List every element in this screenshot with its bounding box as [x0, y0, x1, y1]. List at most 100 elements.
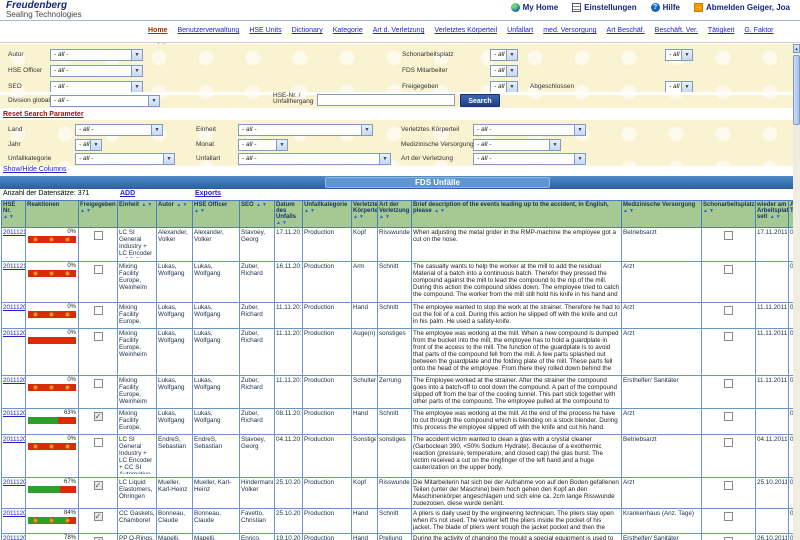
scroll-up-icon[interactable]: ▲: [793, 44, 800, 53]
column-header-verletztes-k-rperteil[interactable]: Verletztes Körperteil ▲▼: [351, 200, 378, 228]
schonarbeitsplatz-checkbox[interactable]: [724, 481, 733, 490]
userbar-abmelden-geiger-joa[interactable]: → Abmelden Geiger, Joa: [693, 3, 790, 12]
column-header-wieder-am-arbeitsplatz-seit[interactable]: wieder am Arbeitsplatz seit ▲▼: [755, 200, 789, 228]
schonarbeitsplatz-select[interactable]: - all - ▼: [490, 49, 518, 61]
approved-checkbox[interactable]: ✓: [93, 512, 103, 521]
hse-nr-link[interactable]: 20111203: [3, 510, 25, 517]
column-header-medizinische-versorgung[interactable]: Medizinische Versorgung ▲▼: [621, 200, 702, 228]
jahr-select[interactable]: - all - ▼: [75, 139, 102, 151]
fds-mitarbeiter-select[interactable]: - all - ▼: [490, 65, 518, 77]
nav-item-t-tigkeit[interactable]: Tätigkeit: [707, 27, 735, 34]
sort-arrows-icon[interactable]: ▲▼: [703, 208, 715, 214]
schonarbeitsplatz-checkbox[interactable]: [724, 306, 733, 315]
exports-link[interactable]: Exports: [195, 190, 222, 197]
schonarbeitsplatz-checkbox[interactable]: [724, 332, 733, 341]
column-header-unfallkategorie[interactable]: Unfallkategorie ▲▼: [302, 200, 352, 228]
column-header-autor[interactable]: Autor ▲▼: [156, 200, 193, 228]
hse-nr-link[interactable]: 20111209: [3, 304, 25, 311]
schonarbeitsplatz-checkbox[interactable]: [724, 438, 733, 447]
approved-checkbox[interactable]: [93, 332, 103, 341]
column-header-datum-des-unfalls[interactable]: Datum des Unfalls ▲▼: [274, 200, 303, 228]
nav-item-g-faktor[interactable]: G. Faktor: [744, 27, 774, 34]
approved-checkbox[interactable]: [93, 306, 103, 315]
hse-nr-link[interactable]: 20111210: [3, 263, 25, 270]
column-header-hse-nr[interactable]: HSE Nr. ▲▼: [1, 200, 26, 228]
abgeschlossen-select[interactable]: - all - ▼: [665, 81, 693, 93]
hse-nr-link[interactable]: 20111206: [3, 410, 25, 417]
column-header-hse-officer[interactable]: HSE Officer ▲▼: [192, 200, 240, 228]
nav-item-art-d-verletzung[interactable]: Art d. Verletzung: [372, 27, 425, 34]
freigegeben-select[interactable]: - all - ▼: [490, 81, 518, 93]
schonarbeitsplatz-checkbox[interactable]: [724, 412, 733, 421]
nav-item-verletztes-k-rperteil[interactable]: Verletztes Körperteil: [434, 27, 498, 34]
seo-select[interactable]: - all - ▼: [50, 81, 143, 93]
med-versorgung-select[interactable]: - all - ▼: [473, 139, 561, 151]
sort-arrows-icon[interactable]: ▲▼: [304, 208, 316, 214]
approved-checkbox[interactable]: [93, 379, 103, 388]
approved-checkbox[interactable]: ✓: [93, 412, 103, 421]
reset-search-link[interactable]: Reset Search Parameter: [3, 111, 84, 118]
sort-arrows-icon[interactable]: ▲▼: [767, 214, 782, 220]
sort-arrows-icon[interactable]: ▲▼: [253, 202, 268, 208]
column-header-art-der-verletzung[interactable]: Art der Verletzung ▲▼: [377, 200, 412, 228]
hse-nr-link[interactable]: 20111211: [3, 229, 25, 236]
unfallart-select[interactable]: - all - ▼: [238, 153, 391, 165]
column-header-reaktionen[interactable]: Reaktionen: [25, 200, 79, 228]
show-hide-columns-link[interactable]: Show/Hide Columns: [3, 166, 67, 173]
nav-item-hse-units[interactable]: HSE Units: [249, 27, 282, 34]
scrollbar-thumb[interactable]: [793, 55, 800, 125]
hse-officer-select[interactable]: - all - ▼: [50, 65, 143, 77]
hse-nr-link[interactable]: 20111205: [3, 436, 25, 443]
sort-arrows-icon[interactable]: ▲▼: [174, 202, 189, 208]
sort-arrows-icon[interactable]: ▲▼: [80, 208, 92, 214]
hse-nr-link[interactable]: 20111208: [3, 330, 25, 337]
hse-nr-input[interactable]: [317, 94, 455, 106]
userbar-my-home[interactable]: My Home: [510, 3, 558, 12]
hse-nr-link[interactable]: 20111207: [3, 377, 25, 384]
search-button[interactable]: Search: [460, 94, 500, 107]
unfallkategorie-select[interactable]: - all - ▼: [75, 153, 175, 165]
column-header-einheit[interactable]: Einheit ▲▼: [117, 200, 157, 228]
nav-item-dictionary[interactable]: Dictionary: [291, 27, 323, 34]
nav-item-med-versorgung[interactable]: med. Versorgung: [543, 27, 597, 34]
sort-arrows-icon[interactable]: ▲▼: [194, 208, 206, 214]
nav-item-art-besch-f[interactable]: Art Beschäf.: [606, 27, 645, 34]
approved-checkbox[interactable]: [93, 438, 103, 447]
column-header-schonarbeitsplatz[interactable]: Schonarbeitsplatz ▲▼: [701, 200, 756, 228]
sort-arrows-icon[interactable]: ▲▼: [3, 214, 15, 220]
art-der-verletzung-select[interactable]: - all - ▼: [473, 153, 586, 165]
userbar-einstellungen[interactable]: Einstellungen: [572, 3, 637, 12]
column-header-freigegeben[interactable]: Freigegeben ▲▼: [78, 200, 118, 228]
sort-arrows-icon[interactable]: ▲▼: [379, 214, 391, 220]
approved-checkbox[interactable]: ✓: [93, 481, 103, 490]
schonarbeitsplatz-checkbox[interactable]: [724, 265, 733, 274]
userbar-hilfe[interactable]: ? Hilfe: [650, 3, 680, 12]
sort-arrows-icon[interactable]: ▲▼: [276, 220, 288, 226]
column-header-brief-description-of-the-events-leading-up-to-the-accident-in-english-please[interactable]: Brief description of the events leading …: [411, 200, 622, 228]
schonarbeitsplatz-checkbox[interactable]: [724, 379, 733, 388]
verletztes-koerperteil-select[interactable]: - all - ▼: [473, 124, 586, 136]
hse-nr-link[interactable]: 20111202: [3, 535, 25, 540]
nav-item-benutzerverwaltung[interactable]: Benutzerverwaltung: [177, 27, 240, 34]
nav-item-unfallart[interactable]: Unfallart: [507, 27, 534, 34]
hse-nr-link[interactable]: 20111204: [3, 479, 25, 486]
top-right-select[interactable]: - all - ▼: [665, 49, 693, 61]
column-header-seo[interactable]: SEO ▲▼: [239, 200, 275, 228]
schonarbeitsplatz-checkbox[interactable]: [724, 537, 733, 540]
schonarbeitsplatz-checkbox[interactable]: [724, 231, 733, 240]
sort-arrows-icon[interactable]: ▲▼: [431, 208, 446, 214]
division-select[interactable]: - all - ▼: [50, 95, 160, 107]
approved-checkbox[interactable]: [93, 265, 103, 274]
nav-item-besch-ft-ver[interactable]: Beschäft. Ver.: [654, 27, 698, 34]
einheit-select[interactable]: - all - ▼: [238, 124, 373, 136]
add-link[interactable]: ADD: [120, 190, 136, 197]
schonarbeitsplatz-checkbox[interactable]: [724, 512, 733, 521]
autor-select[interactable]: - all - ▼: [50, 49, 143, 61]
sort-arrows-icon[interactable]: ▲▼: [353, 214, 365, 220]
nav-item-kategorie[interactable]: Kategorie: [332, 27, 363, 34]
monat-select[interactable]: - all - ▼: [238, 139, 288, 151]
approved-checkbox[interactable]: ✓: [93, 537, 103, 540]
nav-item-home[interactable]: Home: [148, 27, 168, 34]
vertical-scrollbar[interactable]: ▲: [793, 44, 800, 540]
land-select[interactable]: - all - ▼: [75, 124, 163, 136]
